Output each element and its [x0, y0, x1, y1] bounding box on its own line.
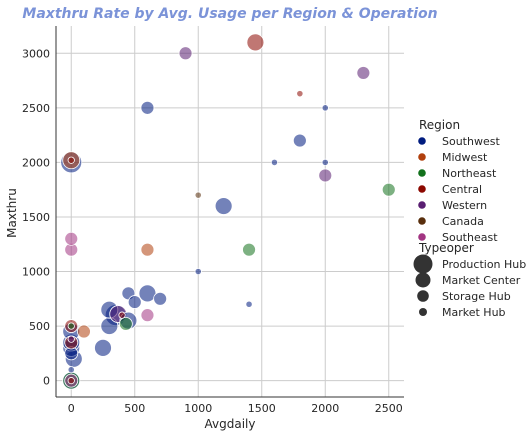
y-tick-label: 2500	[22, 102, 50, 115]
legend: Region Southwest Midwest Northeast Central We…	[413, 118, 526, 319]
data-point	[77, 324, 91, 339]
legend-marker	[418, 153, 426, 161]
data-point	[246, 33, 265, 52]
data-point	[292, 133, 307, 148]
data-point	[381, 182, 396, 197]
axes: 0 500 1000 1500 2000 2500 0 500 1000 1500 2000 2500…	[22, 26, 404, 415]
data-point	[178, 46, 193, 61]
y-tick-label: 1500	[22, 211, 50, 224]
legend-label: Northeast	[442, 167, 497, 180]
legend-size-marker	[419, 308, 427, 316]
legend-marker	[418, 185, 426, 193]
data-point	[94, 338, 112, 357]
y-axis-title: Maxthru	[5, 188, 19, 238]
legend-label: Western	[442, 199, 487, 212]
data-point	[67, 322, 75, 330]
legend-label: Canada	[442, 215, 484, 228]
legend-label: Southeast	[442, 231, 498, 244]
data-points	[60, 33, 396, 390]
legend-label: Southwest	[442, 135, 500, 148]
legend-marker	[418, 137, 426, 145]
legend-marker	[418, 217, 426, 225]
legend-size-marker	[417, 290, 429, 302]
legend-marker	[418, 169, 426, 177]
y-tick-label: 2000	[22, 156, 50, 169]
chart-title: Maxthru Rate by Avg. Usage per Region & …	[22, 6, 437, 22]
data-point	[118, 316, 133, 331]
data-point	[214, 197, 233, 215]
data-point	[127, 295, 142, 309]
data-point	[67, 377, 75, 385]
data-point	[140, 308, 155, 323]
data-point	[140, 242, 155, 257]
data-point	[321, 158, 329, 166]
data-point	[67, 156, 75, 164]
data-point	[270, 158, 279, 166]
x-tick-label: 2500	[375, 402, 403, 415]
data-point	[318, 168, 333, 183]
data-point	[153, 291, 168, 306]
legend-label: Central	[442, 183, 482, 196]
data-point	[67, 366, 75, 374]
y-tick-label: 0	[43, 375, 50, 388]
data-point	[67, 335, 75, 343]
data-point	[118, 311, 126, 319]
legend-label: Storage Hub	[442, 290, 511, 303]
legend-size-marker	[413, 254, 433, 274]
x-tick-label: 2000	[311, 402, 339, 415]
x-tick-label: 1000	[184, 402, 212, 415]
data-point	[356, 66, 371, 80]
x-tick-label: 0	[68, 402, 75, 415]
legend-title-region: Region	[419, 118, 460, 132]
legend-marker	[418, 233, 426, 241]
legend-label: Midwest	[442, 151, 488, 164]
x-tick-label: 500	[124, 402, 145, 415]
data-point	[64, 231, 79, 246]
data-point	[140, 100, 155, 115]
x-axis-title: Avgdaily	[205, 417, 256, 431]
x-tick-label: 1500	[248, 402, 276, 415]
data-point	[194, 267, 202, 276]
y-tick-label: 3000	[22, 47, 50, 60]
legend-label: Production Hub	[442, 258, 526, 271]
data-point	[296, 90, 304, 98]
legend-label: Market Center	[442, 274, 521, 287]
y-tick-label: 1000	[22, 266, 50, 279]
data-point	[245, 300, 253, 308]
y-tick-label: 500	[29, 320, 50, 333]
data-point	[194, 191, 202, 199]
legend-title-typeoper: Typeoper	[418, 241, 474, 255]
legend-marker	[418, 201, 426, 209]
legend-size-marker	[415, 272, 431, 288]
data-point	[242, 242, 256, 257]
legend-label: Market Hub	[442, 306, 506, 319]
data-point	[321, 104, 329, 112]
grid-lines	[56, 26, 404, 397]
